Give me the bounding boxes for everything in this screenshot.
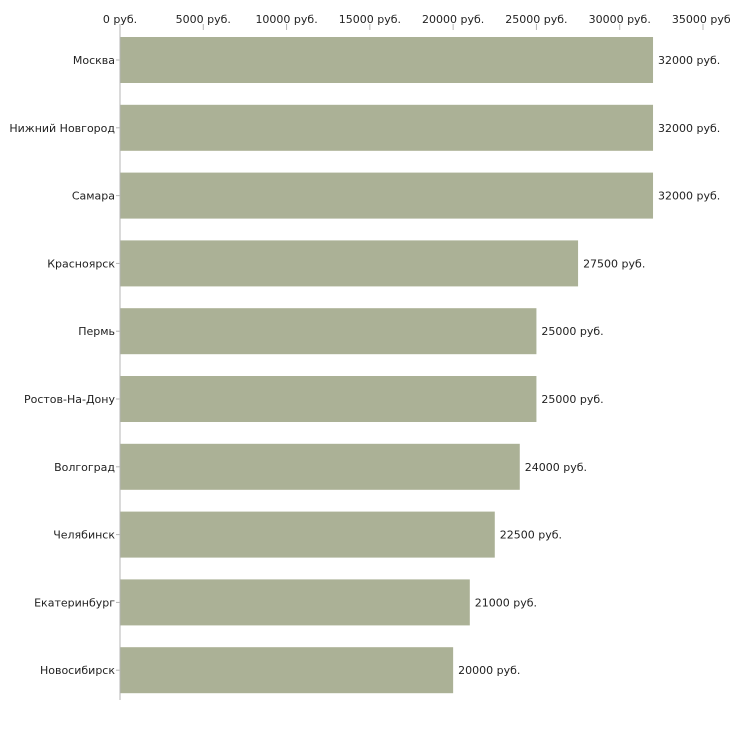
bar xyxy=(120,37,654,83)
x-tick-label: 10000 руб. xyxy=(255,13,317,26)
value-label: 22500 руб. xyxy=(500,529,562,542)
x-tick-label: 20000 руб. xyxy=(422,13,484,26)
x-tick-label: 5000 руб. xyxy=(176,13,231,26)
bars xyxy=(120,37,654,694)
x-tick-label: 35000 руб. xyxy=(672,13,730,26)
bar xyxy=(120,443,520,490)
category-label: Пермь xyxy=(78,325,115,338)
value-label: 24000 руб. xyxy=(525,461,587,474)
category-label: Челябинск xyxy=(53,529,115,542)
x-tick-label: 25000 руб. xyxy=(505,13,567,26)
category-label: Самара xyxy=(72,190,115,203)
category-label: Новосибирск xyxy=(40,664,115,677)
bar xyxy=(120,579,470,626)
labels: Москва 32000 руб. Нижний Новгород 32000 руб… xyxy=(9,54,720,677)
category-label: Ростов-На-Дону xyxy=(24,393,115,406)
x-tick-label: 15000 руб. xyxy=(339,13,401,26)
bar xyxy=(120,511,495,558)
category-label: Нижний Новгород xyxy=(9,122,115,135)
x-axis: 0 руб. 5000 руб. 10000 руб. 15000 руб. 20000… xyxy=(103,13,730,30)
value-label: 27500 руб. xyxy=(583,257,645,270)
category-label: Красноярск xyxy=(47,257,115,270)
category-label: Волгоград xyxy=(54,461,115,474)
bar xyxy=(120,376,537,422)
x-tick-label: 30000 руб. xyxy=(589,13,651,26)
bar xyxy=(120,104,654,151)
value-label: 21000 руб. xyxy=(475,596,537,609)
value-label: 32000 руб. xyxy=(658,190,720,203)
bar xyxy=(120,240,579,287)
value-label: 32000 руб. xyxy=(658,122,720,135)
value-label: 20000 руб. xyxy=(458,664,520,677)
value-label: 25000 руб. xyxy=(541,325,603,338)
category-label: Екатеринбург xyxy=(34,596,115,609)
value-label: 32000 руб. xyxy=(658,54,720,67)
x-tick-label: 0 руб. xyxy=(103,13,137,26)
bar xyxy=(120,172,654,219)
category-label: Москва xyxy=(73,54,115,67)
value-label: 25000 руб. xyxy=(541,393,603,406)
bar xyxy=(120,308,537,355)
bar xyxy=(120,647,454,694)
